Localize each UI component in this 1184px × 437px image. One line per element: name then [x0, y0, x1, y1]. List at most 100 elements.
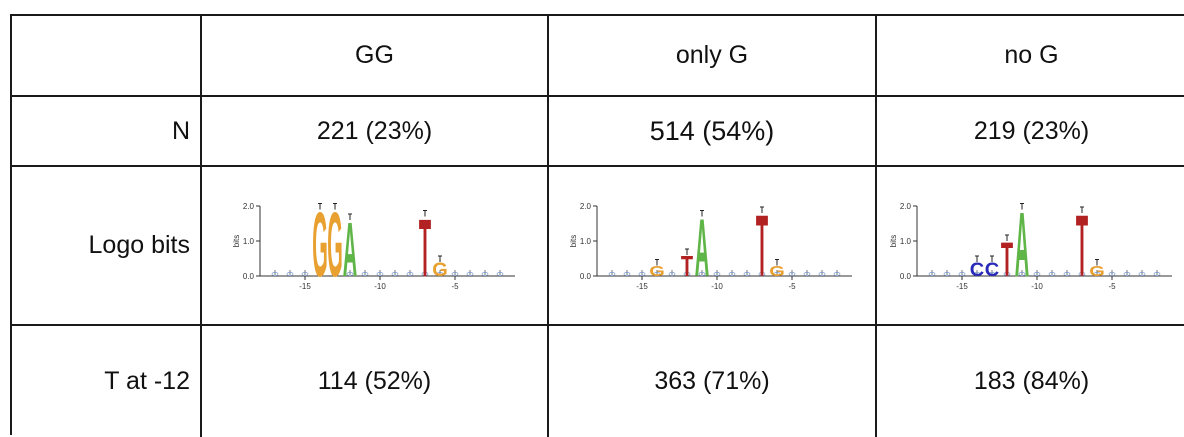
logo-letter-t: T [681, 250, 693, 283]
logo-minor-glyph [1093, 271, 1100, 276]
logo-letter-g: G [1089, 262, 1105, 279]
logo-x-tick-label: -15 [636, 282, 648, 291]
logo-minor-glyph [728, 271, 736, 276]
logo-letter-g: G [649, 262, 665, 279]
logo-minor-glyph [988, 271, 995, 276]
logo-y-tick-label: 2.0 [580, 202, 592, 211]
cell-t-no-g: 183 (84%) [973, 367, 1090, 395]
logo-minor-glyph [301, 271, 308, 276]
logo-minor-glyph [421, 271, 428, 276]
logo-minor-glyph [376, 271, 383, 276]
logo-letter-a: A [342, 206, 356, 292]
logo-x-tick-label: -15 [299, 282, 311, 291]
logo-x-tick-label: -5 [788, 282, 796, 291]
row-label-logo-bits: Logo bits [12, 167, 202, 326]
logo-minor-glyph [973, 271, 980, 276]
logo-minor-glyph [713, 271, 721, 276]
logo-letter-t: T [1075, 198, 1087, 294]
logo-minor-glyph [833, 271, 841, 276]
cell-logo-gg: 0.0 1.0 2.0 bits -15 -10 -5 G G A T G [202, 167, 549, 326]
logo-minor-glyph [1048, 271, 1055, 276]
logo-minor-glyph [928, 271, 935, 276]
logo-minor-glyph [1033, 271, 1040, 276]
logo-minor-glyph [773, 271, 781, 276]
logo-minor-glyph [496, 271, 503, 276]
header-corner [12, 16, 202, 97]
logo-minor-glyph [623, 271, 631, 276]
logo-minor-glyph [943, 271, 950, 276]
logo-letter-g: G [769, 262, 785, 279]
logo-y-label: bits [232, 234, 241, 246]
logo-letter-a: A [695, 201, 709, 293]
cell-n-only-g: 514 (54%) [549, 97, 877, 167]
logo-y-tick-label: 0.0 [580, 272, 592, 281]
cell-n-gg: 221 (23%) [202, 97, 549, 167]
logo-minor-glyph [638, 271, 646, 276]
logo-minor-glyph [653, 271, 661, 276]
logo-y-tick-label: 0.0 [242, 272, 254, 281]
logo-minor-glyph [361, 271, 368, 276]
logo-y-tick-label: 0.0 [899, 272, 911, 281]
logo-y-tick-label: 1.0 [899, 237, 911, 246]
logo-letter-t: T [756, 198, 768, 294]
logo-minor-glyph [1018, 271, 1025, 276]
column-header-gg: GG [202, 16, 549, 97]
logo-letter-c: C [969, 259, 983, 281]
cell-logo-only-g: 0.0 1.0 2.0 bits -15 -10 -5 G T A T G [549, 167, 877, 326]
logo-minor-glyph [436, 271, 443, 276]
logo-minor-glyph [743, 271, 751, 276]
cell-t-gg: 114 (52%) [202, 326, 549, 437]
logo-minor-glyph [466, 271, 473, 276]
logo-x-tick-label: -10 [1031, 282, 1043, 291]
logo-letter-t: T [418, 201, 430, 293]
logo-minor-glyph [698, 271, 706, 276]
logo-minor-glyph [818, 271, 826, 276]
logo-minor-glyph [316, 271, 323, 276]
logo-minor-glyph [668, 271, 676, 276]
logo-x-tick-label: -5 [1108, 282, 1116, 291]
logo-y-label: bits [569, 234, 578, 246]
logo-letter-t: T [1000, 232, 1012, 286]
row-label-n: N [12, 97, 202, 167]
logo-minor-glyph [1153, 271, 1160, 276]
logo-minor-glyph [271, 271, 278, 276]
logo-minor-glyph [481, 271, 488, 276]
logo-letter-g: G [327, 194, 343, 296]
row-label-t-at-12: T at -12 [12, 326, 202, 437]
cell-logo-no-g: 0.0 1.0 2.0 bits -15 -10 -5 C C T A T G [877, 167, 1184, 326]
logo-letter-a: A [1014, 194, 1028, 296]
logo-y-tick-label: 2.0 [242, 202, 254, 211]
logo-minor-glyph [286, 271, 293, 276]
logo-minor-glyph [758, 271, 766, 276]
logo-x-tick-label: -10 [374, 282, 386, 291]
logo-x-tick-label: -5 [451, 282, 459, 291]
logo-y-tick-label: 1.0 [580, 237, 592, 246]
logo-minor-glyph [958, 271, 965, 276]
logo-y-tick-label: 1.0 [242, 237, 254, 246]
logo-minor-glyph [451, 271, 458, 276]
logo-minor-glyph [391, 271, 398, 276]
logo-minor-glyph [1123, 271, 1130, 276]
logo-minor-glyph [1003, 271, 1010, 276]
logo-minor-glyph [331, 271, 338, 276]
logo-minor-glyph [1138, 271, 1145, 276]
logo-letter-g: G [312, 194, 328, 296]
comparison-table: GG only G no G N 221 (23%) 514 (54%) 219… [10, 14, 1184, 437]
logo-minor-glyph [1078, 271, 1085, 276]
logo-minor-glyph [788, 271, 796, 276]
column-header-only-g: only G [549, 16, 877, 97]
logo-minor-glyph [346, 271, 353, 276]
logo-minor-glyph [683, 271, 691, 276]
column-header-no-g: no G [877, 16, 1184, 97]
logo-minor-glyph [1108, 271, 1115, 276]
cell-n-no-g: 219 (23%) [877, 97, 1184, 167]
logo-minor-glyph [1063, 271, 1070, 276]
logo-x-tick-label: -15 [956, 282, 968, 291]
logo-letter-c: C [984, 259, 998, 281]
logo-minor-glyph [608, 271, 616, 276]
logo-y-label: bits [889, 234, 898, 246]
cell-t-only-g: 363 (71%) [549, 326, 877, 437]
logo-minor-glyph [406, 271, 413, 276]
